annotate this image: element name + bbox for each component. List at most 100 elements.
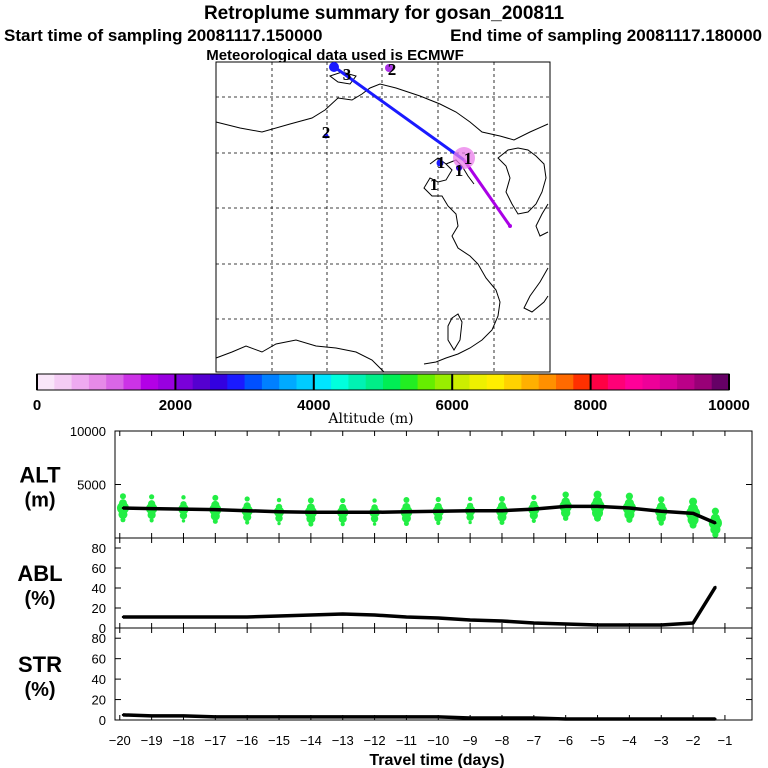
x-axis-label: Travel time (days): [369, 752, 504, 768]
colorbar-swatch: [504, 374, 522, 390]
panel-frame: [114, 627, 753, 721]
colorbar-swatch: [486, 374, 505, 390]
x-tick-label: −1: [718, 733, 733, 748]
altitude-scatter-point: [466, 513, 474, 521]
x-axis: −20 −19 −18 −17 −16 −15 −14 −13 −12 −11 −10 −9 −8 −7 −…: [109, 733, 733, 768]
series-point: [245, 615, 249, 619]
altitude-scatter-point: [149, 494, 155, 500]
altitude-scatter-point: [147, 510, 156, 520]
altitude-scatter-point: [624, 509, 635, 520]
series-point: [182, 714, 185, 718]
altitude-scatter-point: [211, 500, 220, 509]
x-tick-label: −5: [590, 733, 605, 748]
series-point: [341, 715, 344, 719]
altitude-scatter-point: [275, 503, 283, 511]
altitude-scatter-point: [149, 518, 154, 523]
trajectory-segment-upper: [332, 64, 465, 162]
series-point: [532, 507, 536, 511]
x-tick-label: −4: [622, 733, 637, 748]
series-point: [341, 511, 344, 514]
series-point: [182, 615, 185, 619]
colorbar-swatch: [331, 374, 349, 390]
time-series-panels: 500010000ALT(m)020406080ABL(%)020406080S…: [17, 424, 753, 768]
altitude-scatter-point: [339, 503, 347, 512]
y-tick-label: 40: [92, 672, 106, 687]
map-point-label: 2: [388, 60, 397, 79]
x-tick-label: −10: [427, 733, 449, 748]
map-coastlines: [215, 71, 549, 373]
series-point: [150, 714, 153, 718]
end-time-label: End time of sampling 20081117.180000: [450, 26, 762, 45]
series-point: [500, 716, 504, 720]
map-frame: [215, 61, 551, 373]
x-tick-label: −17: [204, 733, 226, 748]
series-point: [405, 715, 408, 719]
altitude-scatter-point: [120, 517, 126, 523]
colorbar-swatch: [279, 374, 298, 390]
series-point: [341, 612, 344, 616]
series-point: [309, 715, 313, 719]
x-tick-label: −2: [686, 733, 701, 748]
colorbar-swatch: [590, 374, 609, 390]
altitude-scatter-point: [592, 496, 603, 507]
x-tick-label: −8: [495, 733, 510, 748]
altitude-scatter-point: [689, 521, 697, 529]
map-point-label: 1: [455, 161, 464, 180]
series-point: [277, 614, 281, 618]
panel-unit: (%): [24, 679, 55, 701]
series-point: [596, 505, 599, 508]
colorbar-swatch: [469, 374, 488, 390]
series-point: [628, 623, 631, 627]
altitude-scatter-point: [181, 519, 186, 523]
altitude-scatter-point: [656, 512, 666, 523]
series-point: [121, 615, 125, 619]
colorbar-swatch: [659, 374, 678, 390]
series-point: [121, 506, 125, 510]
series-point: [691, 717, 695, 721]
series-point: [277, 715, 281, 719]
colorbar-swatch: [37, 374, 55, 390]
map-point-label: 1: [437, 153, 446, 172]
series-line-alt: [122, 504, 717, 525]
altitude-scatter-point: [658, 520, 664, 526]
plume-point-marker: [385, 64, 393, 72]
series-point: [564, 717, 567, 721]
series-point: [628, 506, 631, 510]
altitude-scatter-point: [401, 513, 411, 523]
colorbar-swatch: [158, 374, 176, 390]
series-point: [714, 717, 717, 721]
altitude-scatter-point: [212, 518, 218, 524]
altitude-scatter-point: [306, 503, 315, 512]
altitude-scatter-point: [371, 504, 378, 511]
colorbar-swatch: [365, 374, 384, 390]
plume-cluster-marker: [453, 147, 475, 169]
panel-title: ALT: [19, 463, 61, 488]
map-point-label: 3: [343, 65, 352, 84]
series-point: [532, 621, 536, 625]
series-point: [596, 717, 599, 721]
panel-title: ABL: [17, 561, 62, 586]
x-tick-label: −7: [526, 733, 541, 748]
series-point: [532, 716, 536, 720]
series-point: [500, 509, 504, 512]
altitude-scatter-point: [212, 494, 219, 501]
plume-point-marker: [456, 165, 462, 171]
altitude-scatter-point: [689, 497, 698, 506]
series-point: [468, 716, 472, 720]
series-point: [121, 713, 125, 717]
panel-alt: 5000 10000 ALT(m): [19, 424, 753, 539]
x-tick-label: −9: [463, 733, 478, 748]
x-tick-label: −13: [332, 733, 354, 748]
colorbar-swatch: [175, 374, 194, 390]
x-tick-label: −20: [109, 733, 131, 748]
altitude-scatter-point: [435, 496, 441, 503]
series-point: [660, 717, 663, 721]
altitude-scatter-point: [119, 493, 126, 500]
colorbar-tick-label: 4000: [297, 397, 330, 414]
altitude-scatter-point: [711, 507, 719, 515]
chart-title: Retroplume summary for gosan_200811: [203, 3, 565, 24]
series-point: [691, 512, 695, 515]
altitude-scatter-point: [402, 502, 411, 511]
altitude-scatter-point: [529, 511, 538, 520]
series-point: [628, 717, 631, 721]
